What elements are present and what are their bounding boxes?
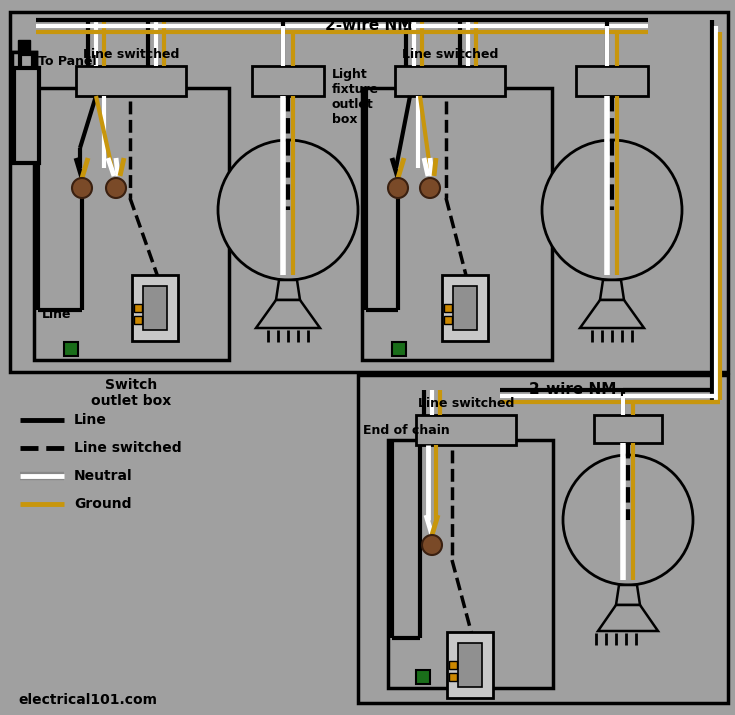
Bar: [453, 286, 477, 330]
Bar: [576, 66, 648, 96]
Bar: [143, 286, 167, 330]
Bar: [64, 342, 78, 356]
Bar: [388, 440, 553, 688]
Polygon shape: [18, 40, 30, 52]
Bar: [449, 661, 457, 669]
Text: End of chain: End of chain: [363, 423, 450, 436]
Text: Line switched: Line switched: [83, 48, 179, 61]
Bar: [447, 632, 493, 698]
Circle shape: [422, 535, 442, 555]
Bar: [252, 66, 324, 96]
Circle shape: [218, 140, 358, 280]
Bar: [34, 88, 229, 360]
Polygon shape: [12, 52, 36, 152]
Text: Line switched: Line switched: [417, 397, 514, 410]
Bar: [442, 275, 488, 341]
Polygon shape: [580, 300, 644, 328]
Bar: [134, 316, 142, 324]
Text: Line: Line: [42, 308, 71, 321]
Circle shape: [388, 178, 408, 198]
Text: 2-wire NM: 2-wire NM: [326, 19, 412, 34]
Bar: [449, 673, 457, 681]
Bar: [444, 316, 452, 324]
Bar: [76, 66, 186, 96]
Bar: [458, 643, 482, 687]
Bar: [14, 68, 39, 163]
Polygon shape: [598, 605, 658, 631]
Bar: [358, 375, 728, 703]
Polygon shape: [276, 280, 300, 300]
Polygon shape: [616, 585, 640, 605]
Text: electrical101.com: electrical101.com: [18, 693, 157, 707]
Text: Line switched: Line switched: [402, 48, 498, 61]
Bar: [362, 88, 552, 360]
Bar: [132, 275, 178, 341]
Text: Light
fixture
outlet
box: Light fixture outlet box: [332, 68, 379, 126]
Bar: [416, 670, 430, 684]
Polygon shape: [256, 300, 320, 328]
Text: 2-wire NM: 2-wire NM: [529, 382, 617, 397]
Bar: [10, 12, 728, 372]
Bar: [12, 52, 36, 152]
Bar: [134, 304, 142, 312]
Circle shape: [106, 178, 126, 198]
Polygon shape: [600, 280, 624, 300]
Text: Ground: Ground: [74, 497, 132, 511]
Text: To Panel: To Panel: [38, 55, 96, 68]
Bar: [444, 304, 452, 312]
Bar: [416, 415, 516, 445]
Bar: [395, 66, 505, 96]
Circle shape: [563, 455, 693, 585]
Circle shape: [542, 140, 682, 280]
Circle shape: [72, 178, 92, 198]
Text: Line: Line: [74, 413, 107, 427]
Text: Line switched: Line switched: [74, 441, 182, 455]
Text: Neutral: Neutral: [74, 469, 132, 483]
Bar: [594, 415, 662, 443]
Circle shape: [420, 178, 440, 198]
Bar: [392, 342, 406, 356]
Text: Switch
outlet box: Switch outlet box: [91, 378, 171, 408]
